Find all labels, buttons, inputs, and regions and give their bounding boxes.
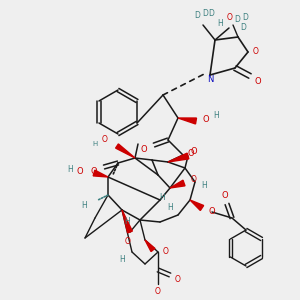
Text: O: O	[125, 238, 131, 247]
Text: O: O	[188, 148, 194, 158]
Text: D: D	[194, 11, 200, 20]
Text: H: H	[201, 181, 207, 190]
Text: O: O	[227, 13, 233, 22]
Text: H: H	[217, 19, 223, 28]
Polygon shape	[190, 200, 204, 211]
Text: O: O	[141, 146, 147, 154]
Text: D: D	[202, 10, 208, 19]
Text: D: D	[234, 16, 240, 25]
Text: H: H	[67, 164, 73, 173]
Polygon shape	[116, 144, 135, 158]
Text: H: H	[124, 218, 130, 226]
Text: O: O	[255, 77, 261, 86]
Text: O: O	[175, 275, 181, 284]
Text: O: O	[191, 148, 197, 157]
Polygon shape	[178, 118, 196, 124]
Text: O: O	[222, 191, 228, 200]
Text: O: O	[163, 248, 169, 256]
Polygon shape	[145, 240, 155, 252]
Text: H: H	[119, 256, 125, 265]
Text: D: D	[208, 10, 214, 19]
Text: H: H	[213, 110, 219, 119]
Text: O: O	[253, 47, 259, 56]
Polygon shape	[170, 180, 185, 188]
Polygon shape	[122, 210, 132, 233]
Text: D: D	[242, 14, 248, 22]
Polygon shape	[168, 153, 189, 162]
Text: O: O	[91, 167, 97, 176]
Text: O: O	[155, 287, 161, 296]
Text: H: H	[167, 203, 173, 212]
Text: O: O	[102, 136, 108, 145]
Polygon shape	[93, 170, 108, 177]
Text: H: H	[159, 194, 165, 202]
Text: H: H	[92, 141, 98, 147]
Text: O: O	[209, 208, 215, 217]
Text: O: O	[203, 116, 209, 124]
Text: H: H	[81, 200, 87, 209]
Text: N: N	[207, 76, 213, 85]
Text: O: O	[191, 176, 197, 184]
Text: D: D	[240, 23, 246, 32]
Text: O: O	[77, 167, 83, 176]
